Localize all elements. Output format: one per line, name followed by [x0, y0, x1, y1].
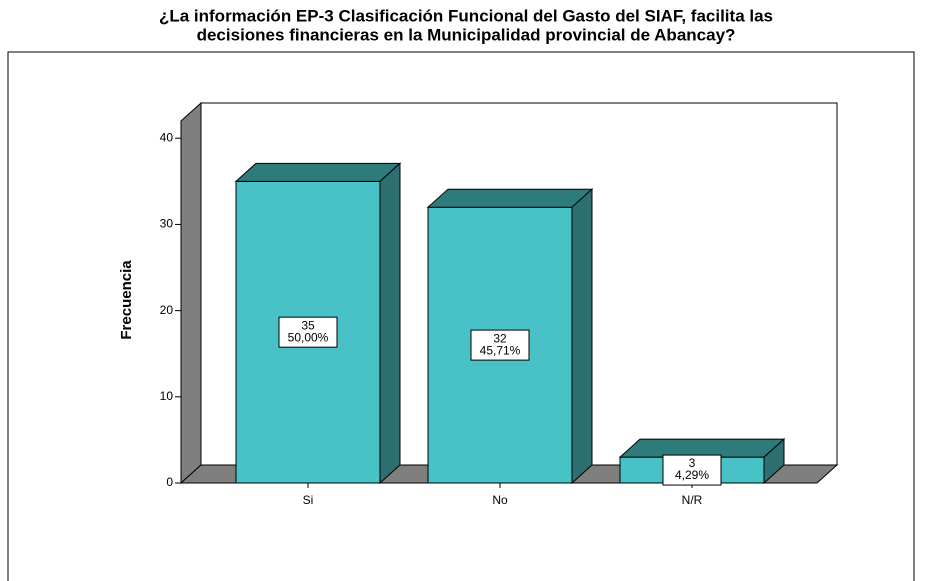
- y-tick-label: 0: [166, 475, 173, 489]
- bar-top: [234, 162, 402, 182]
- data-label: 35: [301, 318, 315, 332]
- bar-side: [379, 162, 401, 485]
- bar-side: [571, 188, 593, 485]
- x-tick-label: Si: [303, 493, 314, 507]
- data-label: 3: [689, 456, 696, 470]
- x-tick-label: No: [492, 493, 508, 507]
- chart-title: ¿La información EP-3 Clasificación Funci…: [159, 6, 773, 25]
- x-tick-label: N/R: [682, 493, 703, 507]
- data-label-box: [470, 329, 530, 361]
- data-label: 32: [493, 331, 507, 345]
- bar-side: [763, 438, 785, 485]
- data-label-percent: 50,00%: [288, 330, 329, 344]
- data-label-percent: 4,29%: [675, 468, 709, 482]
- left-wall: [180, 101, 202, 485]
- y-axis-label: Frecuencia: [118, 260, 135, 340]
- bar-top: [426, 188, 594, 208]
- y-tick-label: 30: [160, 217, 174, 231]
- chart-frame: [7, 51, 915, 581]
- data-label-box: [662, 454, 722, 486]
- chart-title: decisiones financieras en la Municipalid…: [197, 25, 736, 44]
- bar: [427, 206, 573, 484]
- y-tick-label: 10: [160, 389, 174, 403]
- data-label-percent: 45,71%: [480, 343, 521, 357]
- bar-group: 34,29%: [618, 438, 786, 486]
- data-label-box: [278, 316, 338, 348]
- y-tick-label: 20: [160, 303, 174, 317]
- y-tick-label: 40: [160, 130, 174, 144]
- bar-top: [618, 438, 786, 458]
